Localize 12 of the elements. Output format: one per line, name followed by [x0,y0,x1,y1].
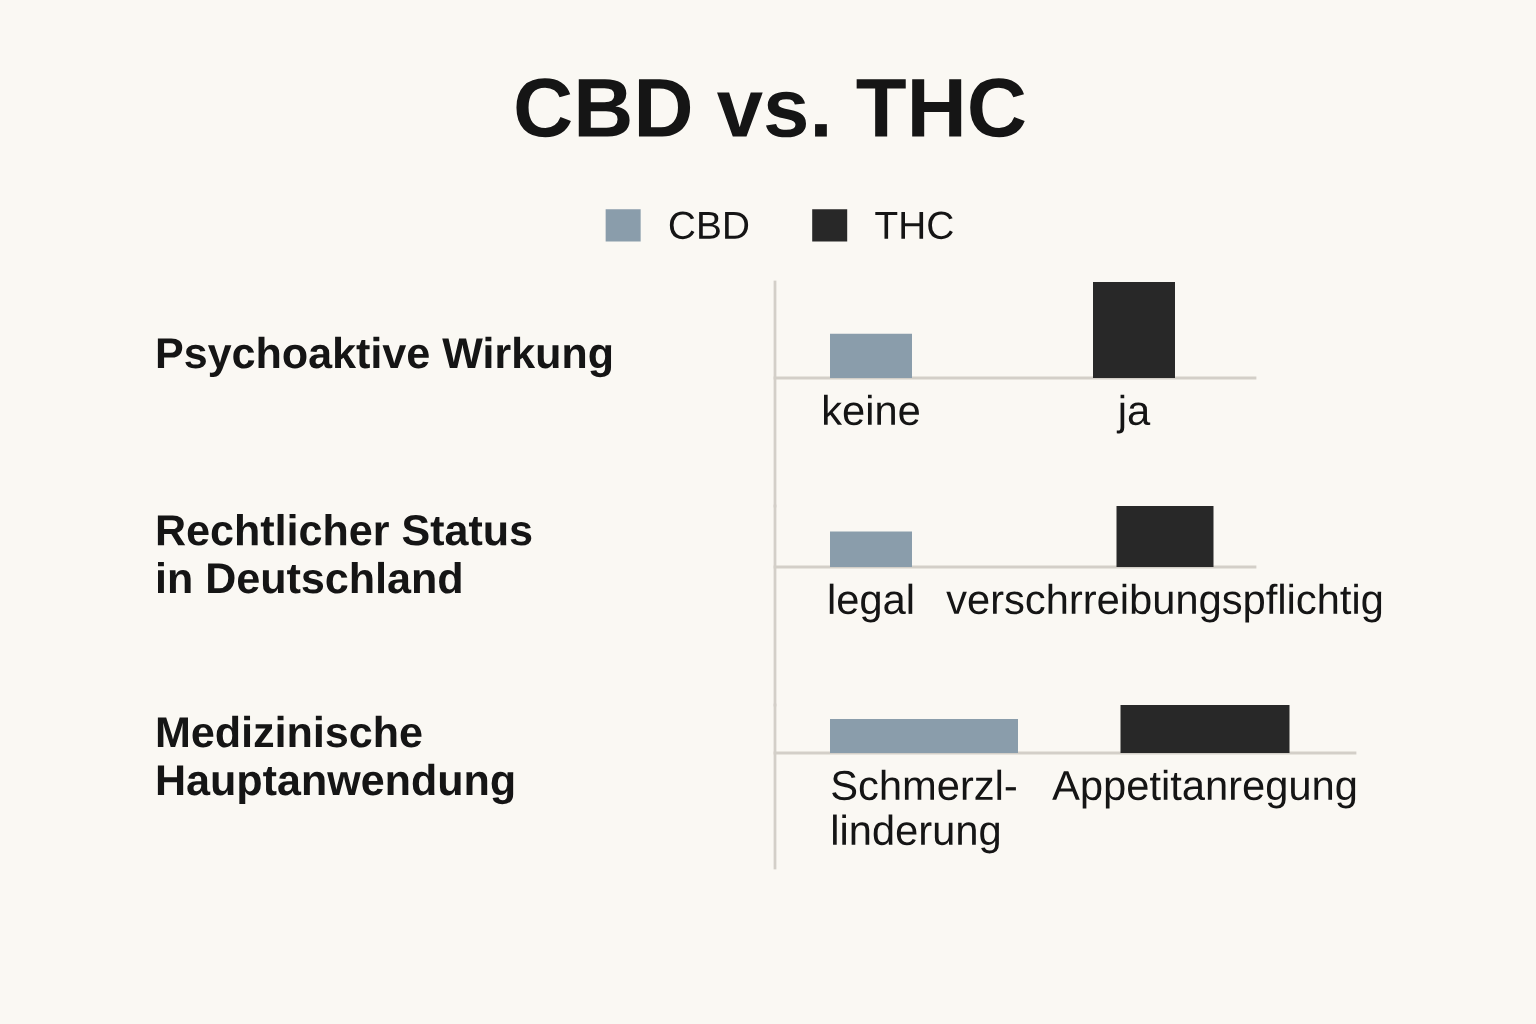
x-tick-label: ja [1116,394,1151,434]
y-axis-title: Rechtlicher Status in Deutschland [157,513,532,594]
x-tick-label: Schmerzl- linderung [832,769,1016,854]
chart-title: CBD vs. THC [516,78,1025,138]
x-tick-label: keine [824,394,919,426]
x-tick-label: Appetitanregung [1052,769,1356,809]
legend-label: CBD [669,211,749,240]
y-axis-title: Medizinische Hauptanwendung [157,715,514,805]
x-tick-label: legal [829,583,913,623]
y-axis-title: Psychoaktive Wirkung [157,336,612,378]
x-tick-label: verschrreibungspflichtig [946,583,1382,623]
legend-label: THC [875,211,953,240]
